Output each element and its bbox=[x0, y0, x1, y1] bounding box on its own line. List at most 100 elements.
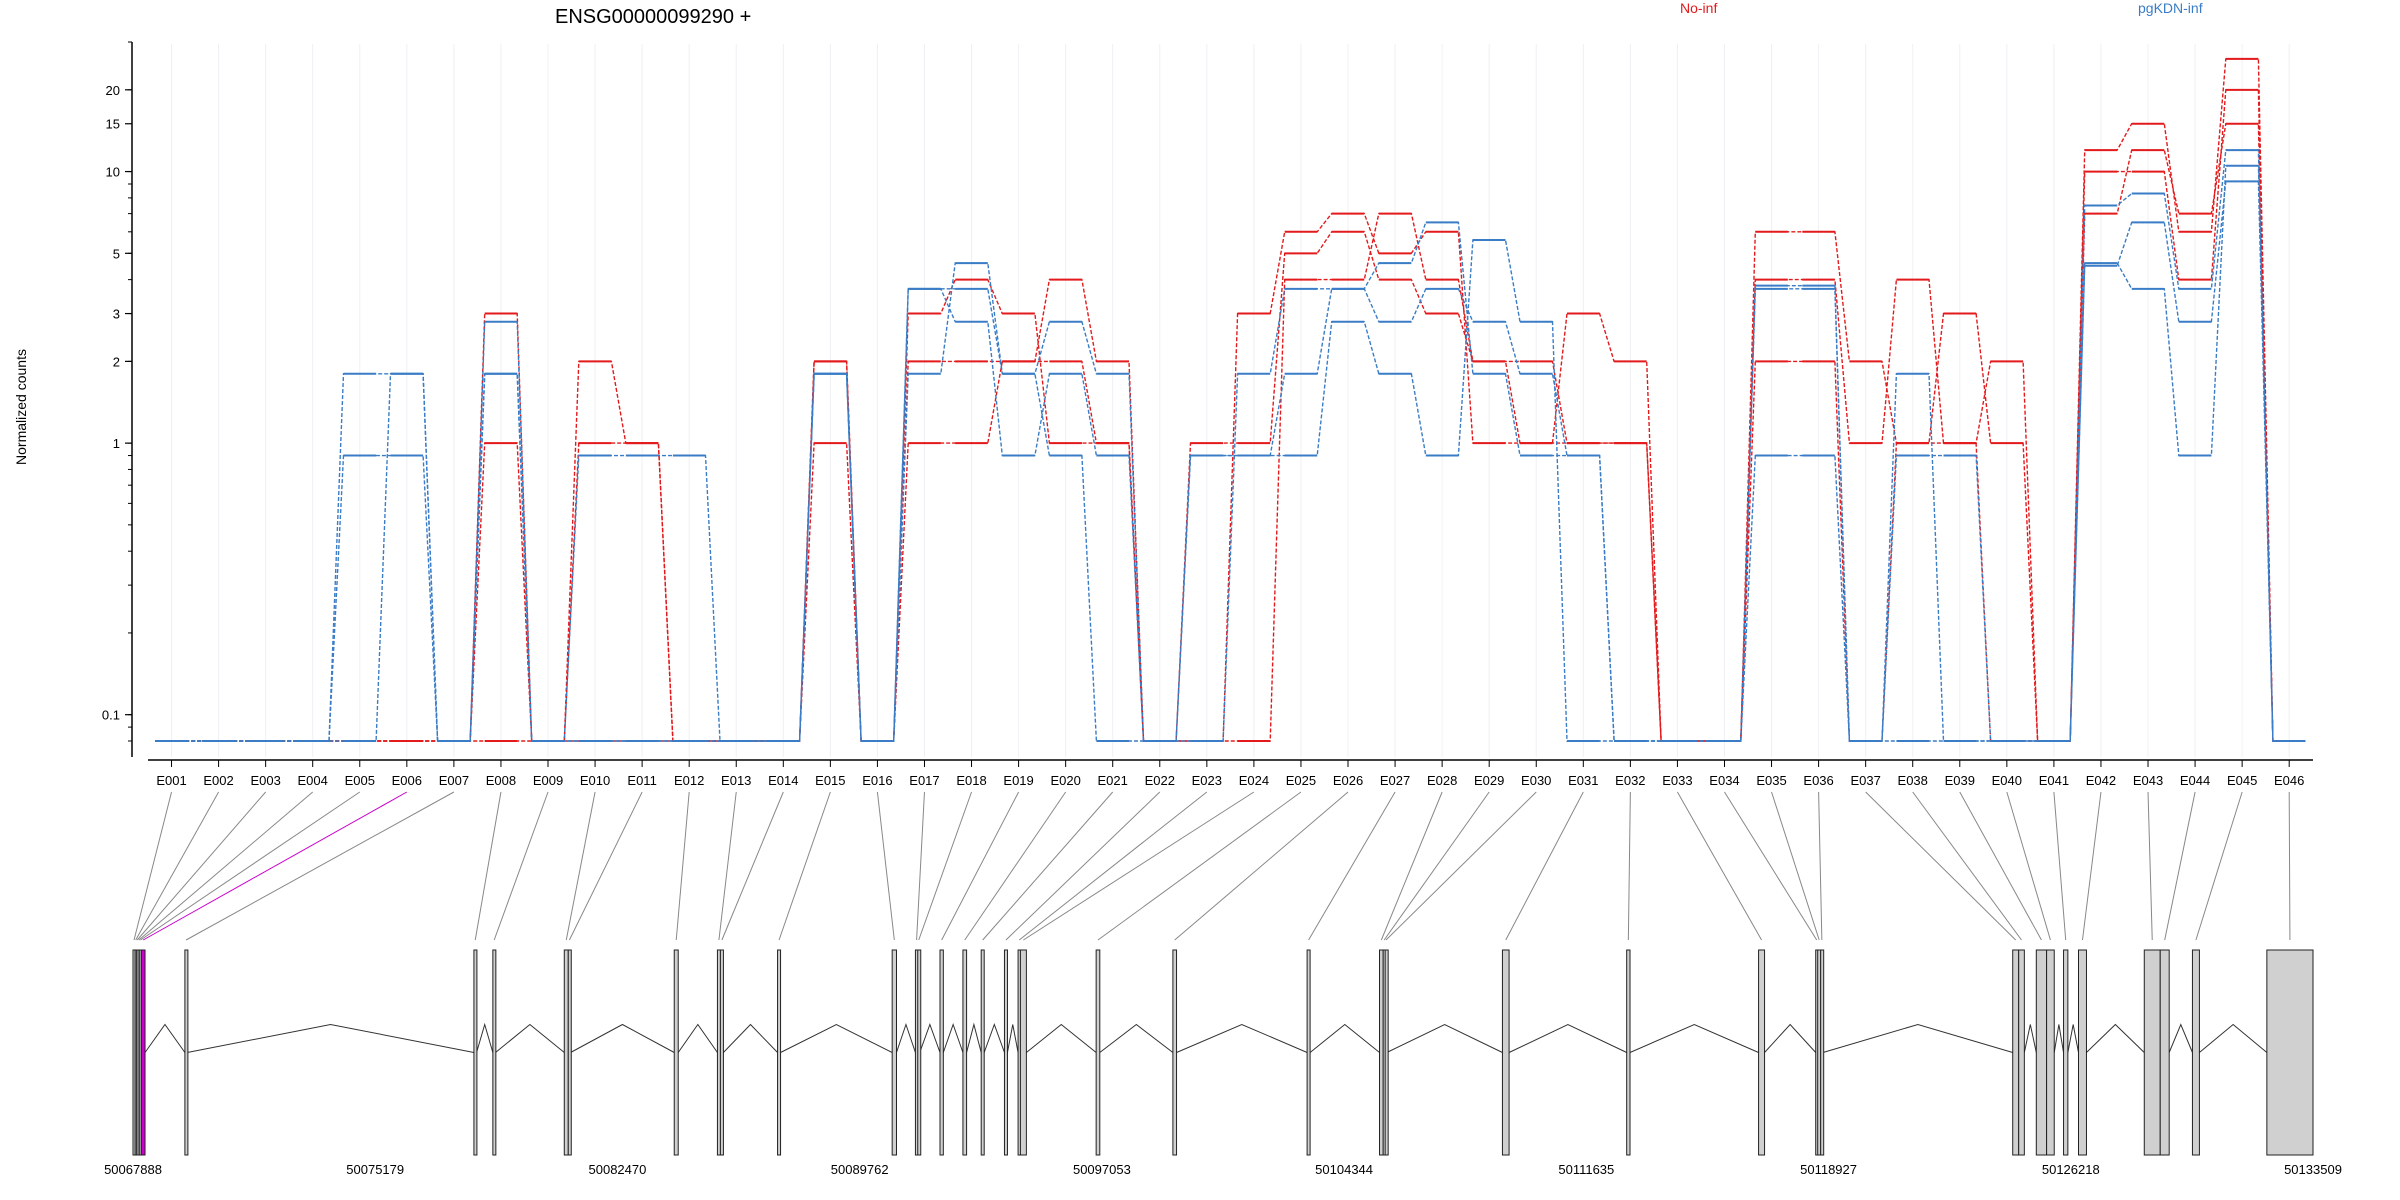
exon-connector bbox=[1865, 791, 2017, 941]
exon-connector bbox=[140, 791, 361, 941]
x-tick-label: E011 bbox=[627, 773, 656, 788]
intron-line bbox=[2086, 1023, 2145, 1053]
exon-connector bbox=[916, 791, 925, 941]
intron-line bbox=[919, 1023, 941, 1053]
intron-line bbox=[144, 1023, 186, 1053]
exon-box-e036 bbox=[1820, 949, 1825, 1156]
x-tick-label: E025 bbox=[1286, 773, 1316, 788]
exon-box-e007 bbox=[184, 949, 189, 1156]
exon-connector bbox=[1818, 791, 1823, 941]
x-tick-label: E040 bbox=[1992, 773, 2022, 788]
exon-connector bbox=[964, 791, 1067, 941]
exon-connector bbox=[1005, 791, 1161, 941]
chart-title: ENSG00000099290 + bbox=[555, 6, 751, 28]
x-tick-label: E010 bbox=[580, 773, 610, 788]
exon-box-e043 bbox=[2143, 949, 2161, 1156]
genomic-tick-label: 50118927 bbox=[1800, 1162, 1857, 1177]
exon-box-e010 bbox=[563, 949, 569, 1156]
intron-line bbox=[1006, 1024, 1019, 1053]
exon-box-e046 bbox=[2266, 949, 2314, 1156]
x-tick-label: E024 bbox=[1239, 773, 1269, 788]
exon-connector bbox=[1912, 791, 2022, 941]
x-tick-label: E009 bbox=[533, 773, 563, 788]
exon-box-e040 bbox=[2046, 949, 2055, 1156]
exon-connector bbox=[2288, 791, 2291, 941]
exon-box-e028 bbox=[1379, 949, 1384, 1156]
genomic-tick-label: 50104344 bbox=[1315, 1162, 1373, 1177]
intron-line bbox=[476, 1022, 494, 1053]
x-tick-label: E004 bbox=[298, 773, 328, 788]
genomic-tick-label: 50082470 bbox=[589, 1162, 647, 1177]
x-tick-label: E007 bbox=[439, 773, 469, 788]
x-tick-label: E037 bbox=[1850, 773, 1880, 788]
x-tick-label: E015 bbox=[815, 773, 845, 788]
exon-connector bbox=[142, 791, 408, 941]
intron-line bbox=[1508, 1023, 1627, 1053]
genomic-tick-label: 50067888 bbox=[104, 1162, 162, 1177]
x-tick-label: E001 bbox=[156, 773, 186, 788]
exon-box-e044 bbox=[2159, 949, 2170, 1156]
intron-line bbox=[723, 1023, 778, 1053]
exon-connector bbox=[136, 791, 267, 941]
exon-connector bbox=[1676, 791, 1762, 941]
intron-line bbox=[1026, 1023, 1097, 1053]
exon-box-e021 bbox=[980, 949, 985, 1156]
exon-connector bbox=[1724, 791, 1818, 941]
exon-connector bbox=[185, 791, 455, 941]
exon-box-e018 bbox=[917, 949, 922, 1156]
x-tick-label: E019 bbox=[1003, 773, 1033, 788]
exon-connector bbox=[2053, 791, 2067, 941]
exon-connector bbox=[2006, 791, 2051, 941]
x-tick-label: E013 bbox=[721, 773, 751, 788]
intron-line bbox=[966, 1022, 982, 1053]
exon-box-e020 bbox=[962, 949, 968, 1156]
exon-connector bbox=[474, 791, 502, 941]
exon-connector bbox=[1505, 791, 1584, 941]
intron-line bbox=[2199, 1023, 2268, 1053]
x-tick-label: E008 bbox=[486, 773, 516, 788]
exon-connector bbox=[778, 791, 831, 941]
exon-connector bbox=[941, 791, 1020, 941]
intron-line bbox=[570, 1023, 675, 1053]
exon-connector bbox=[1383, 791, 1490, 941]
genomic-tick-label: 50075179 bbox=[346, 1162, 404, 1177]
exon-connector bbox=[721, 791, 784, 941]
intron-line bbox=[780, 1023, 893, 1053]
exon-connector bbox=[2081, 791, 2102, 941]
exon-box-e030 bbox=[1384, 949, 1389, 1156]
exon-connector bbox=[1018, 791, 1208, 941]
intron-line bbox=[1309, 1023, 1380, 1053]
y-tick-label: 2 bbox=[113, 354, 120, 369]
legend-no-inf: No-inf bbox=[1680, 0, 1717, 16]
exon-box-e041 bbox=[2063, 949, 2069, 1156]
exon-connector bbox=[675, 791, 690, 941]
exon-connector bbox=[982, 791, 1114, 941]
exon-connector bbox=[135, 791, 220, 941]
x-tick-label: E032 bbox=[1615, 773, 1645, 788]
intron-line bbox=[1629, 1023, 1759, 1053]
exon-connector bbox=[2147, 791, 2153, 941]
genomic-tick-label: 50097053 bbox=[1073, 1162, 1131, 1177]
series-line-pgkdn-inf-2 bbox=[155, 149, 2306, 742]
expression-lines bbox=[155, 57, 2306, 742]
exon-connector bbox=[138, 791, 314, 941]
vertical-grid bbox=[171, 44, 2290, 757]
exon-connector bbox=[918, 791, 973, 941]
exon-connector bbox=[1385, 791, 1537, 941]
exon-box-e038 bbox=[2018, 949, 2025, 1156]
exon-box-e045 bbox=[2191, 949, 2200, 1156]
exon-box-e037 bbox=[2012, 949, 2020, 1156]
exon-connector bbox=[1097, 791, 1302, 941]
x-tick-label: E026 bbox=[1333, 773, 1363, 788]
intron-line bbox=[1176, 1023, 1308, 1053]
y-tick-label: 5 bbox=[113, 246, 120, 261]
exon-box-e032 bbox=[1626, 949, 1631, 1156]
exon-connector bbox=[876, 791, 895, 941]
y-axis: 0.1 1 2 3 5 10 15 20 bbox=[102, 41, 133, 757]
x-tick-label: E031 bbox=[1568, 773, 1598, 788]
exon-connector bbox=[568, 791, 643, 941]
exon-box-e019 bbox=[939, 949, 944, 1156]
x-tick-label: E006 bbox=[392, 773, 422, 788]
exon-box-e014 bbox=[719, 949, 724, 1156]
